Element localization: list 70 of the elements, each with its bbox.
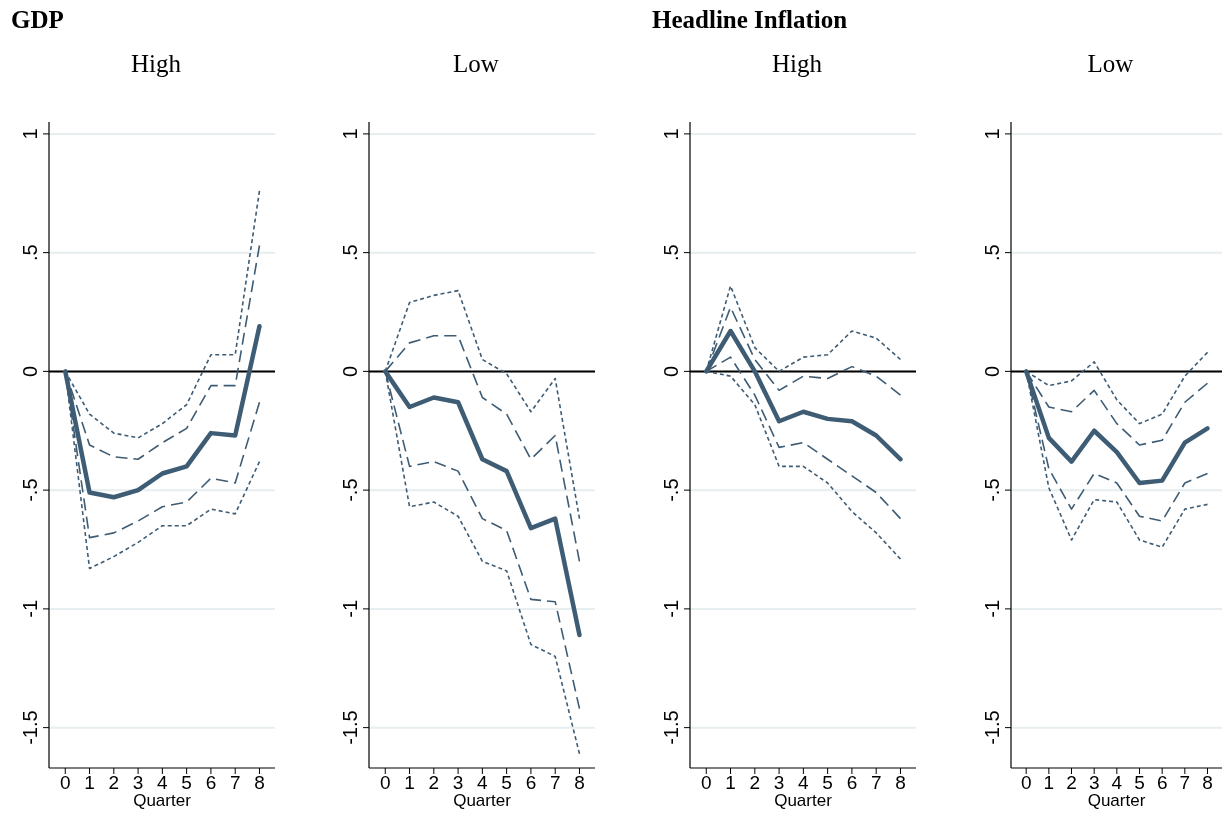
chart-title: GDP (11, 6, 64, 33)
x-tick-label: 0 (1020, 772, 1032, 793)
x-tick-label: 6 (525, 772, 537, 793)
chart-title: Headline Inflation (652, 6, 848, 33)
x-tick-label: 6 (846, 772, 858, 793)
x-tick-label: 3 (132, 772, 144, 793)
y-tick-label: -.5 (19, 478, 41, 502)
x-tick-label: 7 (1179, 772, 1191, 793)
x-tick-label: 6 (205, 772, 217, 793)
y-tick-label: 0 (339, 365, 361, 377)
x-tick-label: 2 (108, 772, 120, 793)
x-tick-label: 7 (229, 772, 241, 793)
x-tick-label: 4 (477, 772, 489, 793)
x-tick-label: 1 (404, 772, 415, 793)
x-tick-label: 2 (749, 772, 761, 793)
y-tick-label: 0 (660, 365, 682, 377)
chart-subtitle: High (772, 50, 823, 77)
y-tick-label: 1 (19, 128, 41, 140)
y-tick-label: -1.5 (660, 710, 682, 745)
x-tick-label: 4 (157, 772, 169, 793)
y-tick-label: -1 (19, 599, 41, 618)
y-tick-label: 0 (981, 365, 1003, 377)
x-tick-label: 5 (501, 772, 512, 793)
x-tick-label: 1 (1043, 772, 1055, 793)
x-tick-label: 3 (452, 772, 464, 793)
x-tick-label: 8 (254, 772, 265, 793)
y-tick-label: .5 (19, 244, 41, 261)
y-tick-label: -.5 (981, 478, 1003, 502)
x-tick-label: 6 (1156, 772, 1168, 793)
y-tick-label: 1 (339, 128, 361, 140)
y-tick-label: .5 (339, 244, 361, 261)
x-tick-label: 8 (1202, 772, 1213, 793)
x-tick-label: 7 (549, 772, 561, 793)
x-tick-label: 5 (181, 772, 192, 793)
y-tick-label: -1 (339, 599, 361, 618)
x-axis-title: Quarter (453, 791, 512, 810)
x-tick-label: 0 (379, 772, 391, 793)
x-tick-label: 3 (773, 772, 785, 793)
y-tick-label: -1 (981, 599, 1003, 618)
x-tick-label: 2 (428, 772, 440, 793)
x-tick-label: 1 (84, 772, 95, 793)
x-tick-label: 0 (59, 772, 71, 793)
chart-subtitle: High (131, 50, 182, 77)
x-tick-label: 3 (1088, 772, 1100, 793)
y-tick-label: .5 (660, 244, 682, 261)
y-tick-label: -1.5 (981, 710, 1003, 745)
y-tick-label: -1.5 (19, 710, 41, 745)
x-tick-label: 5 (822, 772, 833, 793)
y-tick-label: 1 (981, 128, 1003, 140)
x-tick-label: 7 (870, 772, 882, 793)
y-tick-label: -.5 (660, 478, 682, 502)
x-axis-title: Quarter (774, 791, 833, 810)
y-tick-label: .5 (981, 244, 1003, 261)
x-tick-label: 2 (1066, 772, 1077, 793)
y-tick-label: -.5 (339, 478, 361, 502)
x-axis-title: Quarter (1087, 791, 1146, 810)
x-tick-label: 5 (1134, 772, 1145, 793)
x-tick-label: 8 (574, 772, 585, 793)
x-tick-label: 0 (700, 772, 712, 793)
y-tick-label: 1 (660, 128, 682, 140)
x-axis-title: Quarter (133, 791, 192, 810)
y-tick-label: -1.5 (339, 710, 361, 745)
y-tick-label: -1 (660, 599, 682, 618)
x-tick-label: 8 (895, 772, 906, 793)
x-tick-label: 4 (1111, 772, 1123, 793)
chart-subtitle: Low (453, 50, 499, 77)
y-tick-label: 0 (19, 365, 41, 377)
x-tick-label: 4 (798, 772, 810, 793)
x-tick-label: 1 (725, 772, 736, 793)
chart-subtitle: Low (1087, 50, 1134, 77)
